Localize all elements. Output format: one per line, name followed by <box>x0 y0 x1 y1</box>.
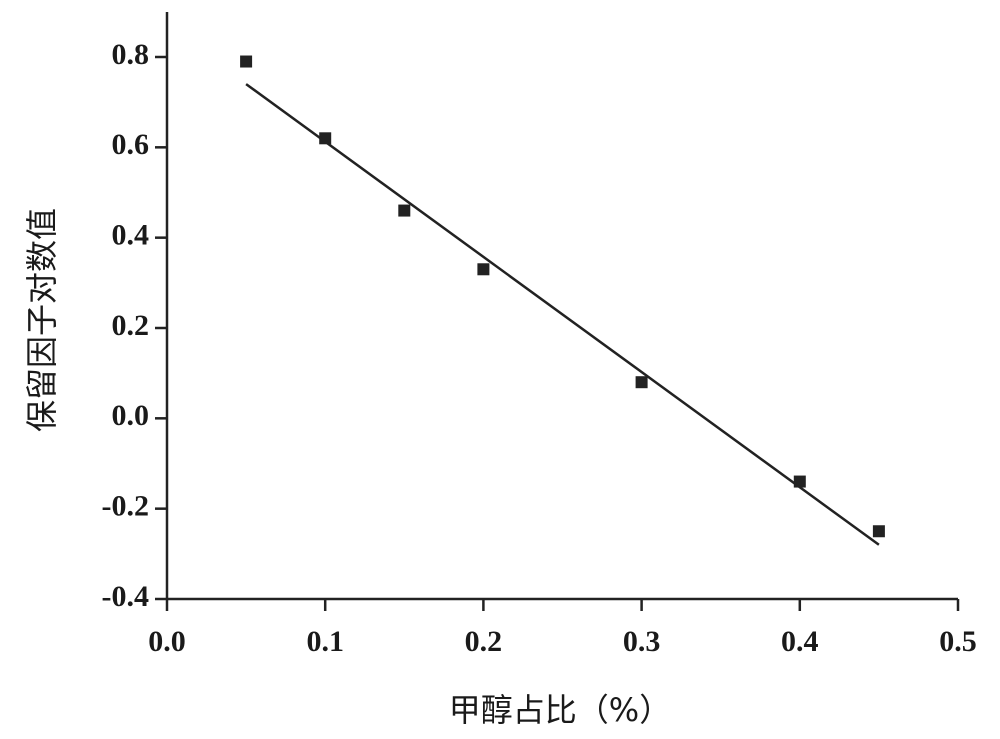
x-tick-label: 0.3 <box>623 625 661 658</box>
y-axis-title: 保留因子对数值 <box>23 208 61 432</box>
data-point <box>477 263 490 276</box>
y-tick-label: 0.0 <box>112 399 150 432</box>
x-tick-label: 0.0 <box>148 625 186 658</box>
data-point <box>635 376 648 389</box>
data-point <box>240 55 253 68</box>
data-point <box>319 132 332 145</box>
y-tick-label: 0.6 <box>112 128 150 161</box>
x-tick-label: 0.4 <box>781 625 819 658</box>
y-tick-label: -0.2 <box>102 490 150 523</box>
x-tick-label: 0.5 <box>939 625 977 658</box>
y-tick-label: 0.2 <box>112 309 150 342</box>
x-tick-label: 0.2 <box>465 625 503 658</box>
y-tick-label: 0.8 <box>112 38 150 71</box>
data-point <box>872 525 885 538</box>
fit-line <box>245 83 880 546</box>
data-point <box>398 204 411 217</box>
y-tick-label: -0.4 <box>102 580 150 613</box>
y-tick-label: 0.4 <box>112 219 150 252</box>
x-axis-title: 甲醇占比（%） <box>449 691 671 729</box>
x-tick-label: 0.1 <box>306 625 344 658</box>
